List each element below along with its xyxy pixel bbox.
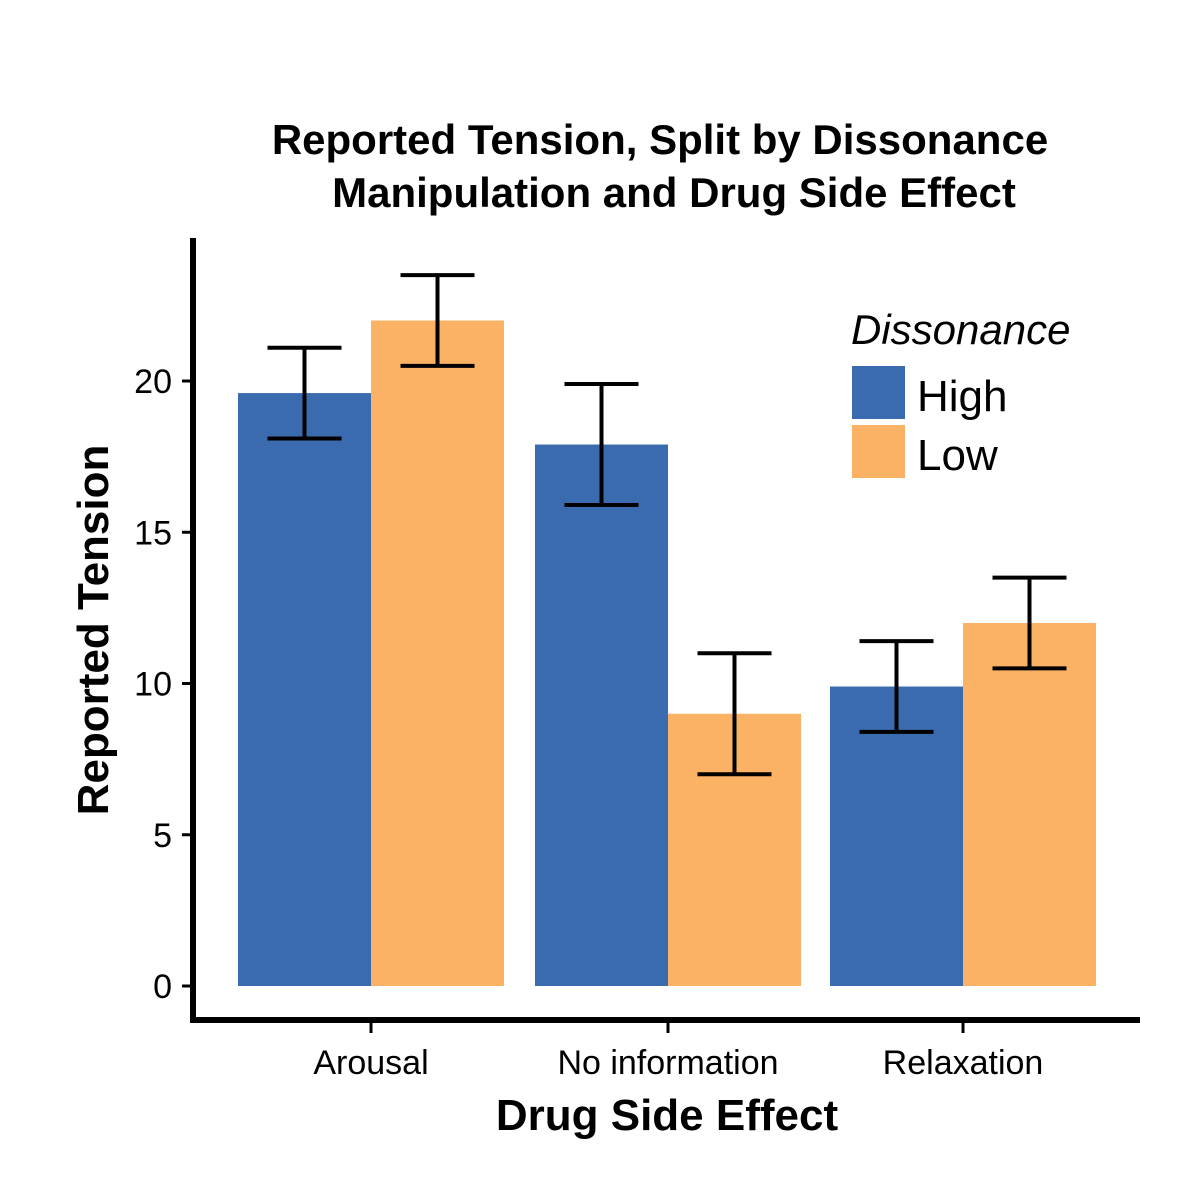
legend: Dissonance High Low [851,306,1070,480]
x-axis-title: Drug Side Effect [496,1091,839,1140]
bar-relaxation-high [830,686,963,986]
y-ticks: 0 5 10 15 20 [134,363,193,1006]
y-tick-label: 0 [153,968,172,1006]
legend-swatch-low [852,425,905,478]
bar-arousal-high [238,393,371,987]
chart-title-line-2: Manipulation and Drug Side Effect [332,169,1016,216]
x-tick-label: No information [557,1044,778,1082]
error-bar-no-information-low [697,651,772,777]
legend-title: Dissonance [851,306,1070,353]
x-tick-label: Relaxation [883,1044,1044,1082]
x-tick-label: Arousal [313,1044,428,1082]
error-bar-relaxation-high [859,639,934,734]
error-bar-arousal-high [267,345,342,441]
y-tick-label: 20 [134,363,172,401]
bar-relaxation-low [963,623,1096,986]
y-tick-label: 5 [153,817,172,855]
x-ticks: Arousal No information Relaxation [313,1022,1043,1082]
legend-label-high: High [917,372,1008,421]
bar-no-information-high [535,444,668,986]
y-tick-label: 15 [134,514,172,552]
legend-swatch-high [852,366,905,419]
error-bar-no-information-high [564,382,639,508]
y-axis-title: Reported Tension [69,445,118,816]
chart-title-line-1: Reported Tension, Split by Dissonance [272,116,1048,163]
bar-arousal-low [371,320,504,986]
error-bar-relaxation-low [992,575,1067,671]
legend-label-low: Low [917,431,998,480]
error-bar-arousal-low [400,273,475,368]
y-tick-label: 10 [134,666,172,704]
error-bars-layer [267,273,1067,777]
